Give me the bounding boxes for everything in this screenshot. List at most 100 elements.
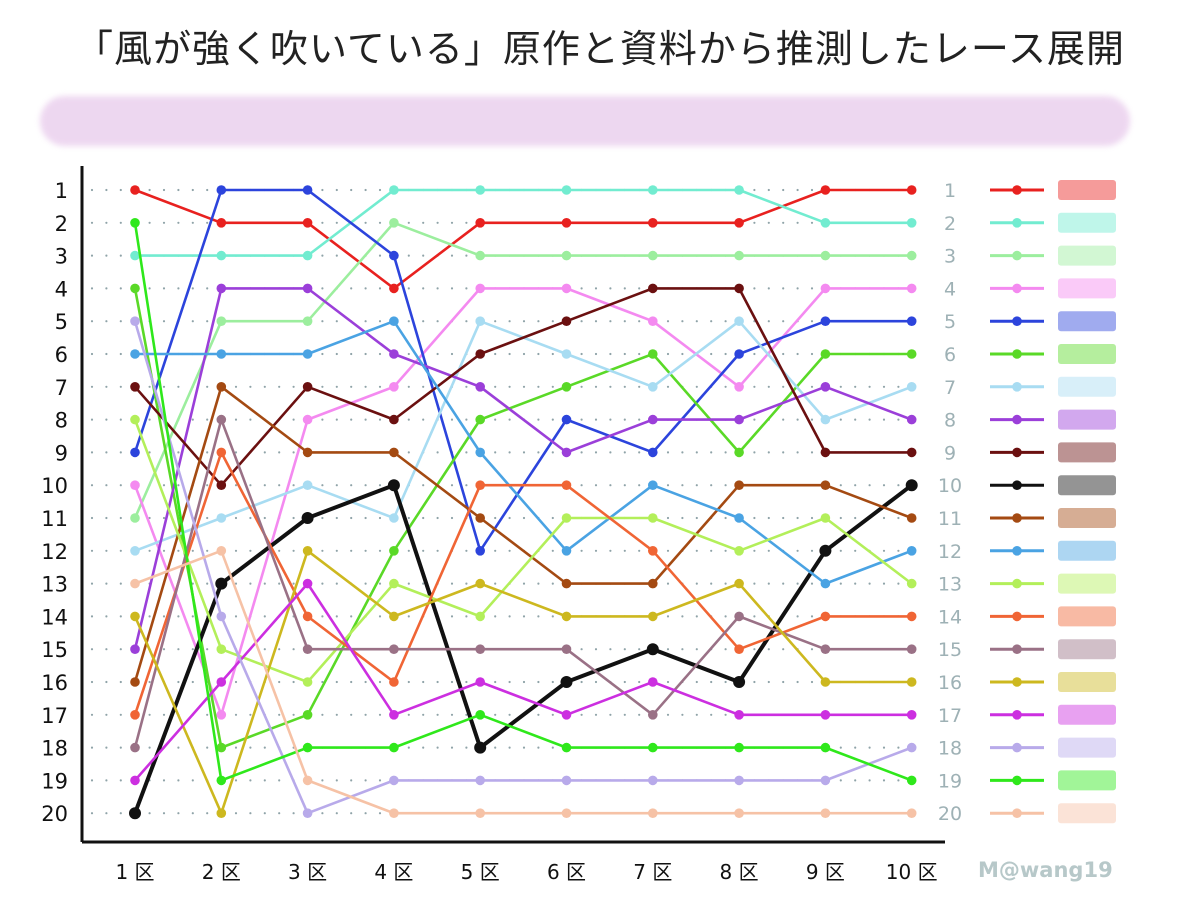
data-point <box>820 250 831 261</box>
data-point <box>906 283 917 294</box>
data-point <box>389 218 399 228</box>
data-point <box>820 316 831 327</box>
data-point <box>820 349 831 359</box>
data-point <box>129 807 141 820</box>
data-point <box>734 644 744 654</box>
legend-entry-10 <box>990 475 1116 496</box>
series-line <box>133 549 912 815</box>
data-point <box>302 382 313 392</box>
legend-marker <box>1012 316 1022 327</box>
legend-blurred-label <box>1058 278 1116 299</box>
legend-marker <box>1012 742 1022 753</box>
data-point <box>130 316 140 327</box>
legend-marker <box>1012 546 1022 556</box>
y-tick-label-right: 11 <box>938 508 962 530</box>
data-point <box>561 644 572 654</box>
data-point <box>906 775 917 786</box>
data-point <box>302 349 313 359</box>
data-point <box>475 218 486 228</box>
data-point <box>648 677 658 687</box>
data-point <box>389 742 399 753</box>
data-point <box>302 283 313 294</box>
data-point <box>906 546 917 556</box>
legend-entry-1 <box>990 180 1116 200</box>
data-point <box>302 218 313 228</box>
series-9 <box>130 283 917 491</box>
y-tick-label-left: 6 <box>55 343 68 367</box>
y-tick-label-right: 6 <box>944 344 956 366</box>
data-point <box>648 710 658 720</box>
data-point <box>906 677 917 687</box>
legend-marker <box>1012 775 1022 786</box>
data-point <box>906 218 917 228</box>
y-tick-label-left: 19 <box>41 769 68 793</box>
data-point <box>475 578 486 589</box>
data-point <box>475 382 486 392</box>
y-tick-label-left: 5 <box>55 310 68 334</box>
series-line <box>133 221 912 519</box>
legend-entry-9 <box>990 442 1116 463</box>
data-point <box>561 480 572 491</box>
data-point <box>734 447 744 458</box>
data-point <box>734 710 744 720</box>
legend-entry-6 <box>990 344 1116 364</box>
data-point <box>561 218 572 228</box>
data-point <box>820 185 831 195</box>
legend-entry-16 <box>990 672 1116 692</box>
legend-blurred-label <box>1058 672 1116 692</box>
y-tick-label-right: 18 <box>938 738 962 760</box>
data-point <box>389 578 399 589</box>
data-point <box>302 447 313 458</box>
data-point <box>216 710 227 720</box>
data-point <box>216 775 227 786</box>
data-point <box>906 808 917 818</box>
data-point <box>734 578 744 589</box>
legend-blurred-label <box>1058 803 1116 824</box>
data-point <box>389 677 399 687</box>
data-point <box>734 316 744 327</box>
chart-title: 「風が強く吹いている」原作と資料から推測したレース展開 <box>75 27 1125 71</box>
data-point <box>734 283 744 294</box>
y-tick-label-right: 15 <box>938 639 962 661</box>
y-tick-label-left: 7 <box>55 376 68 400</box>
data-point <box>820 578 831 589</box>
y-tick-label-left: 11 <box>41 507 68 531</box>
y-tick-label-right: 7 <box>944 377 956 399</box>
data-point <box>216 283 227 294</box>
data-point <box>820 677 831 687</box>
y-tick-label-left: 13 <box>41 573 68 597</box>
x-tick-label: 6 区 <box>547 860 586 884</box>
y-tick-label-left: 8 <box>55 409 68 433</box>
series-line <box>135 188 912 257</box>
data-point <box>648 349 658 359</box>
data-point <box>648 742 658 753</box>
series-lines <box>129 185 918 820</box>
data-point <box>216 185 227 195</box>
x-tick-label: 9 区 <box>806 860 845 884</box>
legend-marker <box>1012 808 1022 818</box>
series-19 <box>130 218 917 786</box>
data-point <box>561 513 572 523</box>
data-point <box>474 741 487 754</box>
data-point <box>389 808 399 818</box>
legend-marker <box>1012 185 1022 195</box>
y-tick-label-left: 14 <box>41 605 68 629</box>
data-point <box>733 676 746 688</box>
legend-blurred-label <box>1058 770 1116 791</box>
series-line <box>135 319 913 585</box>
data-point <box>648 316 658 327</box>
series-line <box>133 320 913 815</box>
data-point <box>216 382 227 392</box>
legend-entry-18 <box>990 737 1116 758</box>
series-17 <box>130 578 917 786</box>
author-credit: M@wang19 <box>978 858 1113 882</box>
series-line <box>134 319 913 553</box>
data-point <box>302 611 313 622</box>
data-point <box>302 316 313 327</box>
x-tick-label: 4 区 <box>374 860 413 884</box>
series-line <box>133 483 913 814</box>
data-point <box>820 447 831 458</box>
data-point <box>648 611 658 622</box>
y-tick-label-right: 12 <box>938 541 962 563</box>
